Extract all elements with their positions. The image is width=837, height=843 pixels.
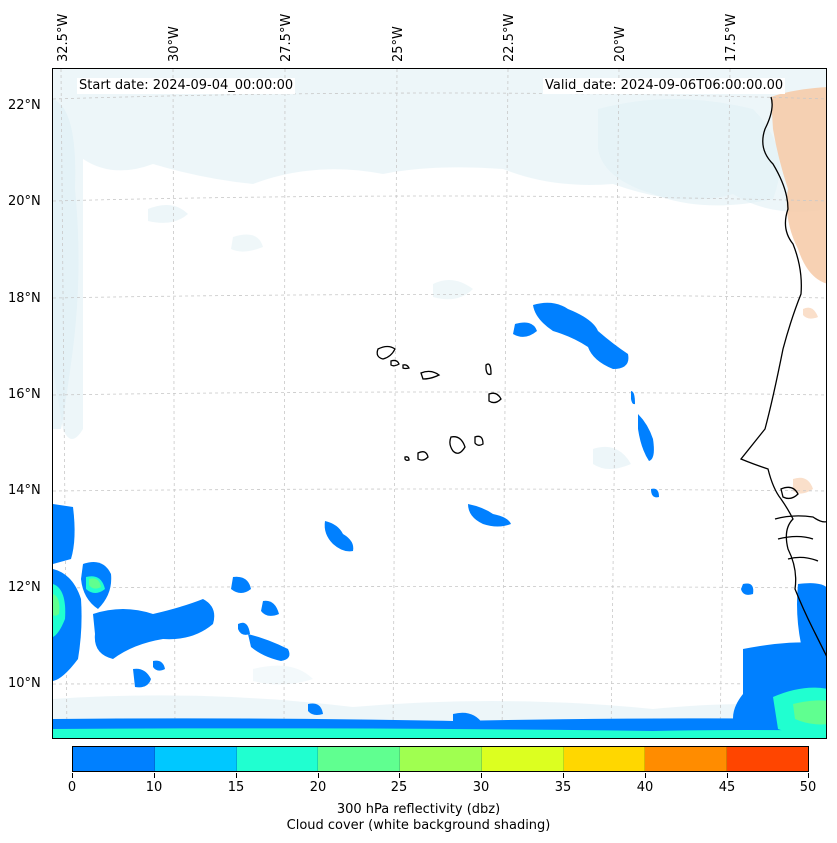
lon-label-30w: 30°W <box>167 26 182 62</box>
start-date-label: Start date: 2024-09-04_00:00:00 <box>77 78 296 94</box>
lat-label-18n: 18°N <box>8 291 41 306</box>
colorbar-tick <box>154 773 155 778</box>
map-panel <box>52 68 827 739</box>
reflectivity-blob <box>53 504 75 564</box>
colorbar-segment <box>400 747 482 771</box>
lon-label-20w: 20°W <box>613 26 628 62</box>
reflectivity-high-layer <box>53 578 826 725</box>
lat-label-16n: 16°N <box>8 387 41 402</box>
land-warm-layer <box>771 87 826 494</box>
reflectivity-blob <box>308 703 323 715</box>
colorbar <box>72 746 809 772</box>
lat-label-22n: 22°N <box>8 98 41 113</box>
colorbar-tick-label: 10 <box>145 780 163 795</box>
lat-label-20n: 20°N <box>8 194 41 209</box>
reflectivity-blob <box>631 391 635 405</box>
colorbar-tick <box>72 773 73 778</box>
lat-label-14n: 14°N <box>8 483 41 498</box>
colorbar-tick <box>318 773 319 778</box>
reflectivity-blob <box>468 504 511 527</box>
colorbar-tick <box>399 773 400 778</box>
valid-date-label: Valid_date: 2024-09-06T06:00:00.00 <box>543 78 786 94</box>
reflectivity-blob <box>638 414 654 461</box>
reflectivity-blob <box>651 488 659 498</box>
lon-label-17-5w: 17.5°W <box>724 13 739 62</box>
colorbar-tick <box>645 773 646 778</box>
reflectivity-blob <box>741 583 754 595</box>
lon-label-22-5w: 22.5°W <box>502 13 517 62</box>
reflectivity-blob <box>533 302 629 369</box>
colorbar-tick-label: 50 <box>799 780 817 795</box>
colorbar-tick-label: 30 <box>472 780 490 795</box>
colorbar-segment <box>645 747 728 771</box>
reflectivity-blob <box>238 622 250 635</box>
reflectivity-blob <box>324 521 354 552</box>
lon-label-32-5w: 32.5°W <box>56 13 71 62</box>
colorbar-tick <box>236 773 237 778</box>
colorbar-tick-label: 40 <box>636 780 654 795</box>
map-canvas <box>53 69 826 738</box>
colorbar-segment <box>563 747 646 771</box>
lat-label-10n: 10°N <box>8 676 41 691</box>
reflectivity-blob <box>261 600 279 616</box>
colorbar-tick-label: 20 <box>309 780 327 795</box>
reflectivity-blob <box>453 712 483 727</box>
colorbar-tick-label: 25 <box>390 780 408 795</box>
colorbar-tick <box>481 773 482 778</box>
coastline <box>376 96 826 657</box>
colorbar-title: 300 hPa reflectivity (dbz) <box>336 802 501 817</box>
colorbar-tick <box>727 773 728 778</box>
lon-label-25w: 25°W <box>391 26 406 62</box>
colorbar-segment <box>154 747 237 771</box>
reflectivity-blob <box>133 668 151 688</box>
reflectivity-blob <box>513 322 537 337</box>
reflectivity-blob <box>93 599 215 659</box>
reflectivity-blob <box>231 576 251 593</box>
reflectivity-blob <box>248 634 290 661</box>
colorbar-tick-label: 15 <box>227 780 245 795</box>
colorbar-segment <box>481 747 564 771</box>
reflectivity-layer <box>53 302 826 738</box>
colorbar-tick-label: 45 <box>718 780 736 795</box>
colorbar-segment <box>318 747 401 771</box>
colorbar-segment <box>727 747 809 771</box>
lat-label-12n: 12°N <box>8 580 41 595</box>
lon-label-27-5w: 27.5°W <box>279 13 294 62</box>
colorbar-tick-label: 0 <box>67 780 77 795</box>
colorbar-subtitle: Cloud cover (white background shading) <box>286 818 551 833</box>
reflectivity-blob <box>153 660 165 671</box>
colorbar-tick <box>808 773 809 778</box>
colorbar-tick <box>563 773 564 778</box>
colorbar-tick-label: 35 <box>554 780 572 795</box>
colorbar-segment <box>73 747 155 771</box>
colorbar-segment <box>236 747 319 771</box>
